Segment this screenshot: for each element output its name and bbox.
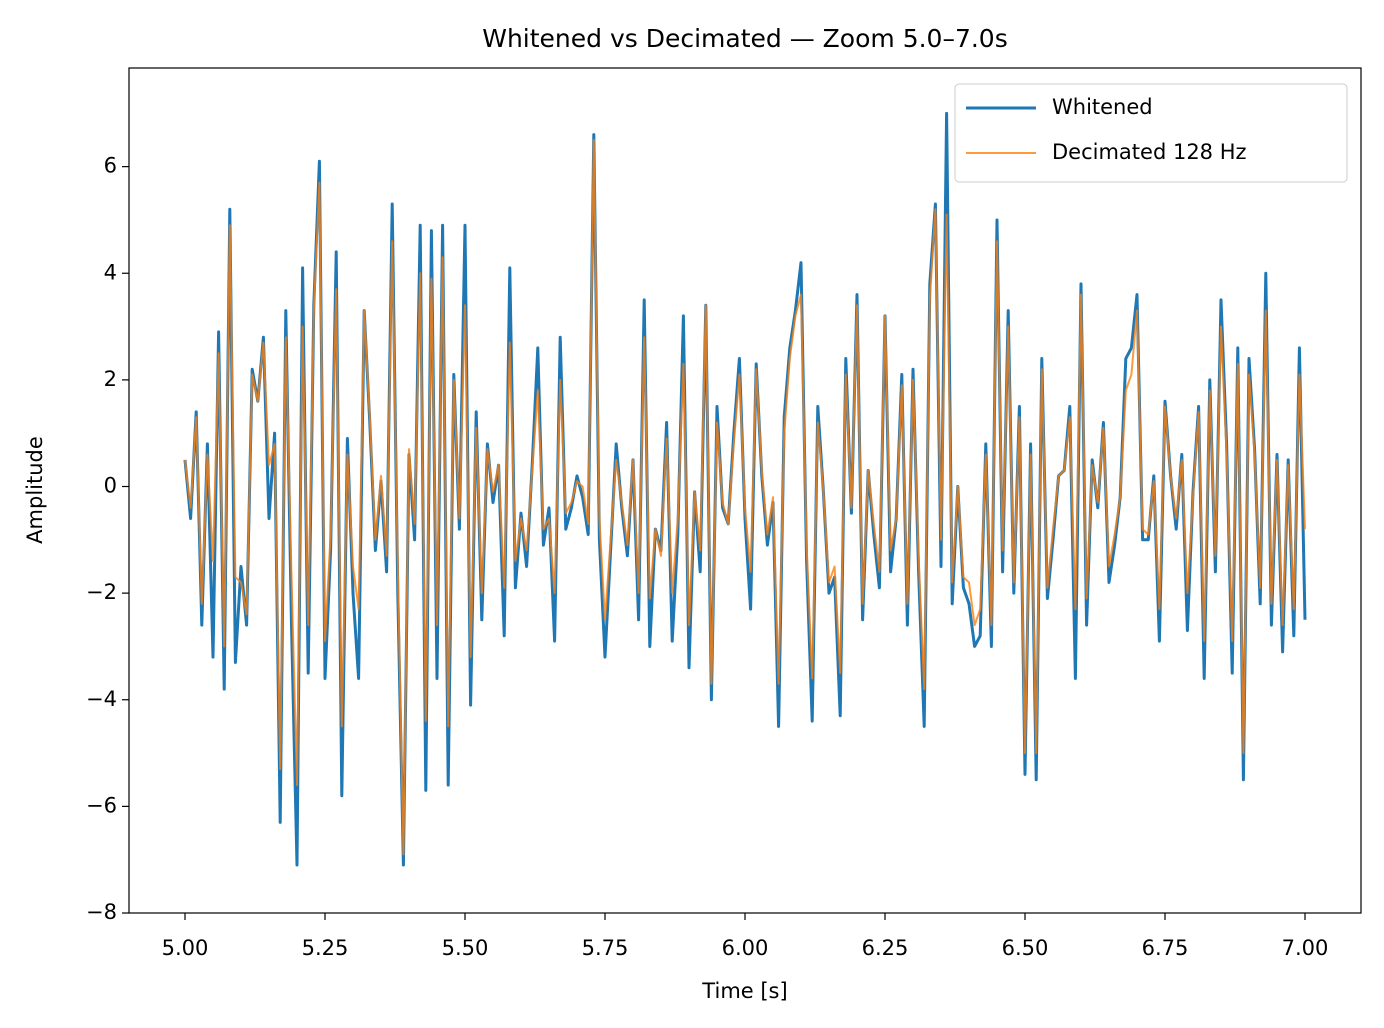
y-tick-label: 4 [104, 260, 117, 284]
x-tick-label: 5.00 [162, 936, 209, 960]
series-line [184, 138, 1306, 856]
legend-label: Decimated 128 Hz [1052, 140, 1247, 164]
y-tick-label: −6 [86, 793, 117, 817]
legend-box [954, 83, 1348, 183]
y-tick-label: 6 [104, 154, 117, 178]
y-tick-label: −8 [86, 900, 117, 924]
x-tick-label: 6.50 [1002, 936, 1049, 960]
legend-label: Whitened [1052, 95, 1153, 119]
y-tick-label: −2 [86, 580, 117, 604]
y-tick-label: −4 [86, 687, 117, 711]
y-tick-label: 0 [104, 474, 117, 498]
x-tick-label: 5.25 [302, 936, 349, 960]
y-axis-label: Amplitude [23, 436, 47, 544]
x-tick-label: 6.00 [722, 936, 769, 960]
x-tick-label: 6.75 [1142, 936, 1189, 960]
x-tick-label: 6.25 [862, 936, 909, 960]
axes-frame [128, 67, 1362, 914]
x-axis-label: Time [s] [701, 979, 787, 1003]
x-tick-label: 7.00 [1282, 936, 1329, 960]
y-tick-label: 2 [104, 367, 117, 391]
x-tick-label: 5.50 [442, 936, 489, 960]
x-tick-label: 5.75 [582, 936, 629, 960]
chart-title: Whitened vs Decimated — Zoom 5.0–7.0s [482, 24, 1008, 53]
